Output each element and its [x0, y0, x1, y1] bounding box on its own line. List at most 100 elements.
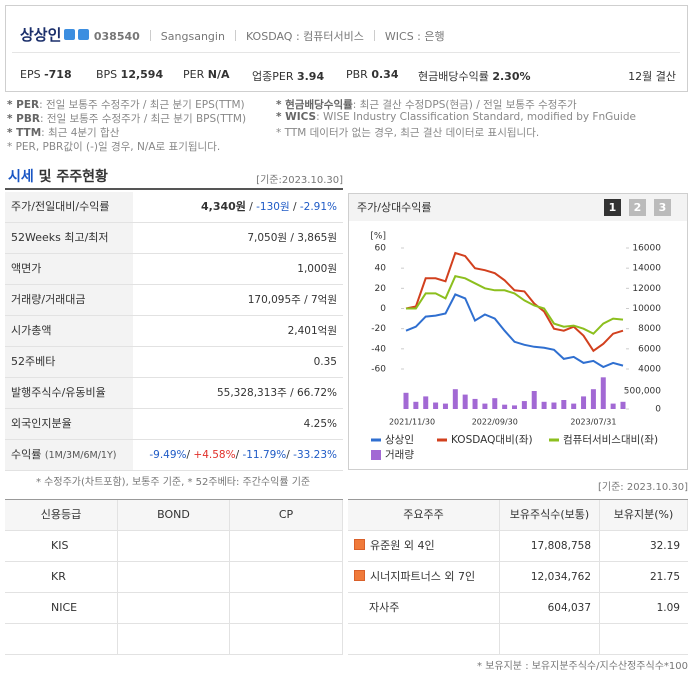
holder-name: 유준원 외 4인: [370, 539, 435, 552]
value-part: 1,000원: [297, 263, 337, 275]
table-row: 거래량/거래대금 170,095주 / 7억원: [5, 285, 343, 316]
row-value: 2,401억원: [288, 316, 337, 346]
note: * TTM 데이터가 없는 경우, 최근 결산 데이터로 표시됩니다.: [276, 125, 539, 140]
y-tick-label: 14000: [632, 264, 661, 274]
legend-label: 컴퓨터서비스대비(좌): [563, 434, 658, 446]
note-text: : 최근 4분기 합산: [41, 127, 120, 139]
metric-value: 2.30%: [492, 70, 531, 83]
row-label: 외국인지분율: [5, 409, 133, 439]
table-row: 시가총액 2,401억원: [5, 316, 343, 347]
holders-header: 보유지분(%): [600, 500, 688, 531]
icon: [64, 29, 76, 40]
row-label: 52Weeks 최고/최저: [5, 223, 133, 253]
value-part: 2,401억원: [287, 325, 337, 337]
volume-bar: [561, 400, 567, 409]
note: * WICS: WISE Industry Classification Sta…: [276, 111, 636, 123]
chart: 주가/상대수익률 1 2 3 [%] -60 -40 -20 0 20 40 60 4000 6000 80…: [349, 194, 687, 461]
volume-bar: [610, 403, 616, 409]
credit-agency: KR: [5, 562, 118, 593]
credit-agency: NICE: [5, 593, 118, 624]
x-tick-label: 2023/07/31: [570, 418, 616, 427]
value-part: /: [186, 449, 194, 461]
y-tick-label: 0: [380, 304, 386, 314]
metric-label: BPS: [96, 68, 118, 81]
holders-date: [기준: 2023.10.30]: [597, 482, 688, 493]
english-name: Sangsangin: [160, 30, 225, 43]
metric: EPS -718: [20, 68, 72, 81]
holders-cell: [600, 624, 688, 655]
legend-label: 상상인: [385, 434, 414, 446]
y-tick-label: 4000: [638, 365, 661, 375]
holder-pct: 32.19: [600, 531, 688, 562]
series-line: [406, 275, 624, 335]
volume-bar: [452, 389, 458, 409]
page-button[interactable]: [629, 199, 646, 216]
holders-note: * 보유지분 : 보유지분주식수/지수산정주식수*100: [477, 661, 688, 672]
y-tick-label: -60: [371, 365, 386, 375]
credit-cell: [230, 562, 343, 593]
value-part: -130원: [256, 201, 290, 213]
note-term: * WICS: [276, 111, 317, 123]
row-value: -9.49%/ +4.58%/ -11.79%/ -33.23%: [149, 440, 337, 470]
credit-cell: [230, 624, 343, 655]
holders-header: 보유주식수(보통): [500, 500, 600, 531]
table-row: 액면가 1,000원: [5, 254, 343, 285]
volume-bar: [492, 398, 498, 409]
page-button[interactable]: [604, 199, 621, 216]
page-button[interactable]: [654, 199, 671, 216]
holders-cell: [500, 624, 600, 655]
row-label-sub: (1M/3M/6M/1Y): [44, 450, 117, 461]
row-label: 수익률 (1M/3M/6M/1Y): [5, 440, 133, 470]
metric: PBR 0.34: [346, 68, 398, 81]
page-button-label: 2: [634, 201, 642, 214]
row-label: 액면가: [5, 254, 133, 284]
row-value: 4.25%: [304, 409, 337, 439]
value-part: 55,328,313주 / 66.72%: [216, 387, 337, 399]
y-tick-label: 8000: [638, 324, 661, 334]
row-value: 0.35: [314, 347, 337, 377]
credit-header: CP: [230, 500, 343, 531]
volume-bar: [541, 401, 547, 409]
row-label-text: 시가총액: [11, 324, 52, 337]
row-value: 170,095주 / 7억원: [248, 285, 337, 315]
metric: 업종PER 3.94: [252, 68, 324, 84]
x-tick-label: 2022/09/30: [472, 418, 518, 427]
volume-bar: [433, 402, 439, 409]
note: * 현금배당수익률: 최근 결산 수정DPS(현금) / 전일 보통주 수정주가: [276, 97, 577, 112]
y-tick-label: 12000: [632, 284, 661, 294]
volume-bar: [403, 392, 409, 409]
note: * TTM: 최근 4분기 합산: [7, 125, 119, 140]
metric-label: 업종PER: [252, 70, 294, 83]
metric-value: -718: [44, 68, 72, 81]
table-row: 수익률 (1M/3M/6M/1Y) -9.49%/ +4.58%/ -11.79%…: [5, 440, 343, 471]
value-part: 0.35: [313, 356, 337, 368]
note-text: * PER, PBR값이 (-)일 경우, N/A로 표기됩니다.: [7, 141, 221, 153]
table-top: [5, 499, 343, 500]
y-tick-label: 20: [375, 284, 387, 294]
note: * PBR: 전일 보통주 수정주가 / 최근 분기 BPS(TTM): [7, 111, 246, 126]
credit-cell: [230, 531, 343, 562]
value-part: /: [286, 449, 294, 461]
plus-icon: [354, 539, 365, 550]
row-label: 주가/전일대비/수익률: [5, 192, 133, 222]
value-part: 4,340원: [200, 200, 246, 213]
credit-cell: [5, 624, 118, 655]
credit-header: 신용등급: [5, 500, 118, 531]
icon: [78, 29, 90, 40]
metric: BPS 12,594: [96, 68, 163, 81]
credit-cell: [118, 531, 230, 562]
divider: [12, 52, 680, 53]
row-value: 55,328,313주 / 66.72%: [217, 378, 337, 408]
value-part: /: [245, 201, 257, 213]
value-part: -2.91%: [299, 201, 337, 213]
table-row: 외국인지분율 4.25%: [5, 409, 343, 440]
table-row: 52Weeks 최고/최저 7,050원 / 3,865원: [5, 223, 343, 254]
credit-agency: KIS: [5, 531, 118, 562]
credit-cell: [118, 593, 230, 624]
row-label-text: 외국인지분율: [11, 417, 72, 430]
note-term: * PBR: [7, 113, 40, 125]
value-part: -33.23%: [293, 449, 337, 461]
volume-bar: [482, 403, 488, 409]
table-top: [348, 499, 688, 500]
